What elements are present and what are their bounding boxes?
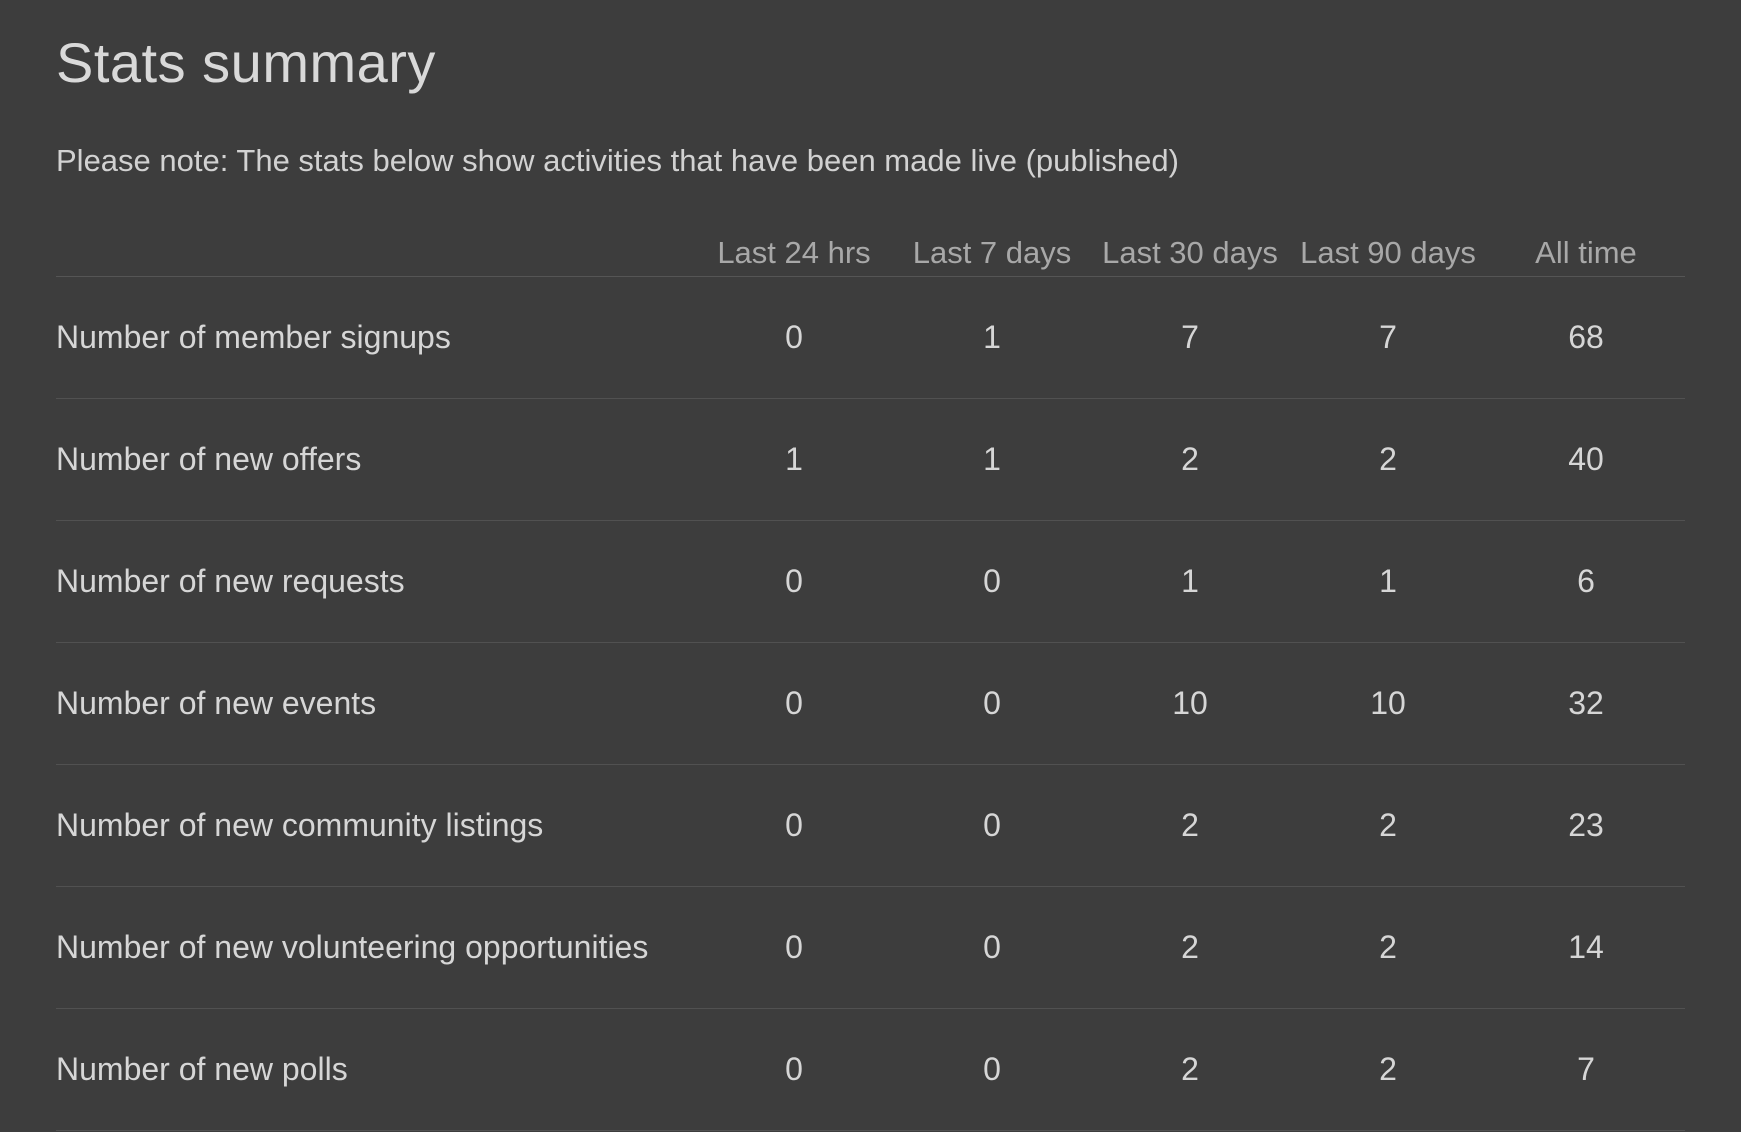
table-row-new-events: Number of new events 0 0 10 10 32 <box>56 642 1685 765</box>
row-label: Number of new polls <box>56 1008 695 1131</box>
stat-value: 0 <box>695 642 893 765</box>
stat-value: 1 <box>1091 520 1289 643</box>
column-header-last-90-days: Last 90 days <box>1289 206 1487 277</box>
stats-table: Last 24 hrs Last 7 days Last 30 days Las… <box>56 206 1685 1131</box>
table-row-member-signups: Number of member signups 0 1 7 7 68 <box>56 276 1685 399</box>
stat-value: 1 <box>893 276 1091 399</box>
table-row-new-volunteering-opportunities: Number of new volunteering opportunities… <box>56 886 1685 1009</box>
stat-value: 10 <box>1091 642 1289 765</box>
table-row-new-offers: Number of new offers 1 1 2 2 40 <box>56 398 1685 521</box>
header-row: Last 24 hrs Last 7 days Last 30 days Las… <box>56 206 1685 277</box>
stat-value: 0 <box>893 1008 1091 1131</box>
column-header-last-7-days: Last 7 days <box>893 206 1091 277</box>
stat-value: 2 <box>1289 764 1487 887</box>
stats-table-header: Last 24 hrs Last 7 days Last 30 days Las… <box>56 206 1685 277</box>
stat-value: 2 <box>1091 1008 1289 1131</box>
stat-value: 14 <box>1487 886 1685 1009</box>
column-header-last-30-days: Last 30 days <box>1091 206 1289 277</box>
stat-value: 0 <box>893 886 1091 1009</box>
stat-value: 7 <box>1487 1008 1685 1131</box>
stat-value: 2 <box>1091 886 1289 1009</box>
stat-value: 1 <box>695 398 893 521</box>
stat-value: 2 <box>1091 764 1289 887</box>
stat-value: 0 <box>695 764 893 887</box>
stat-value: 0 <box>893 520 1091 643</box>
row-label: Number of new volunteering opportunities <box>56 886 695 1009</box>
row-label: Number of member signups <box>56 276 695 399</box>
row-label: Number of new requests <box>56 520 695 643</box>
stat-value: 2 <box>1289 886 1487 1009</box>
stat-value: 68 <box>1487 276 1685 399</box>
stats-table-body: Number of member signups 0 1 7 7 68 Numb… <box>56 276 1685 1131</box>
stat-value: 7 <box>1289 276 1487 399</box>
column-header-last-24-hrs: Last 24 hrs <box>695 206 893 277</box>
stat-value: 32 <box>1487 642 1685 765</box>
column-header-all-time: All time <box>1487 206 1685 277</box>
stat-value: 40 <box>1487 398 1685 521</box>
published-stats-note: Please note: The stats below show activi… <box>56 143 1179 178</box>
row-label: Number of new offers <box>56 398 695 521</box>
stat-value: 6 <box>1487 520 1685 643</box>
column-header-blank <box>56 206 695 277</box>
table-row-new-requests: Number of new requests 0 0 1 1 6 <box>56 520 1685 643</box>
stat-value: 0 <box>893 764 1091 887</box>
page-title: Stats summary <box>56 31 436 94</box>
stat-value: 23 <box>1487 764 1685 887</box>
row-label: Number of new events <box>56 642 695 765</box>
table-row-new-community-listings: Number of new community listings 0 0 2 2… <box>56 764 1685 887</box>
stat-value: 0 <box>695 276 893 399</box>
stat-value: 7 <box>1091 276 1289 399</box>
stat-value: 2 <box>1289 398 1487 521</box>
row-label: Number of new community listings <box>56 764 695 887</box>
stats-summary-page: Stats summary Please note: The stats bel… <box>0 28 1741 1132</box>
stat-value: 1 <box>1289 520 1487 643</box>
stat-value: 2 <box>1289 1008 1487 1131</box>
stat-value: 0 <box>695 520 893 643</box>
stat-value: 0 <box>893 642 1091 765</box>
stat-value: 2 <box>1091 398 1289 521</box>
stat-value: 10 <box>1289 642 1487 765</box>
stat-value: 1 <box>893 398 1091 521</box>
stat-value: 0 <box>695 886 893 1009</box>
table-row-new-polls: Number of new polls 0 0 2 2 7 <box>56 1008 1685 1131</box>
stat-value: 0 <box>695 1008 893 1131</box>
